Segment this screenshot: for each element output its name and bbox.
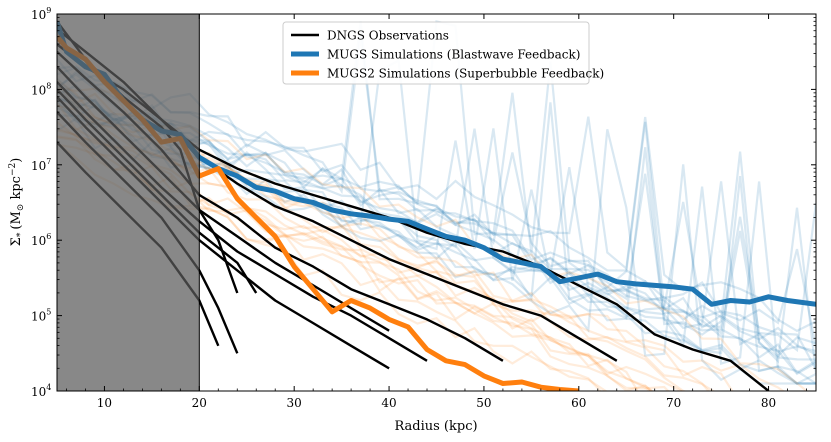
y-axis-label: Σ* (M⊙ kpc−2): [8, 158, 26, 247]
ylabel-exponent: −2: [8, 163, 18, 176]
y-tick-label: 105: [31, 308, 51, 324]
legend-label: MUGS2 Simulations (Superbubble Feedback): [327, 67, 604, 81]
legend-label: MUGS Simulations (Blastwave Feedback): [327, 48, 580, 62]
shaded-inner-region: [57, 14, 200, 391]
x-tick-label: 50: [476, 396, 491, 410]
x-axis-label: Radius (kpc): [394, 419, 477, 434]
ylabel-units-close: ): [9, 158, 24, 163]
y-tick-label: 106: [31, 232, 51, 248]
legend-label: DNGS Observations: [327, 29, 449, 43]
y-tick-label: 108: [31, 81, 51, 97]
x-tick-label: 30: [287, 396, 302, 410]
legend-box: [282, 21, 590, 85]
x-tick-label: 80: [761, 396, 776, 410]
y-tick-label: 104: [31, 383, 51, 399]
y-tick-label: 107: [31, 157, 51, 173]
ylabel-units-open: (M: [9, 211, 24, 229]
ylabel-sun-symbol: ⊙: [16, 204, 26, 212]
x-tick-label: 40: [381, 396, 396, 410]
x-tick-label: 10: [97, 396, 112, 410]
x-tick-label: 70: [666, 396, 681, 410]
x-tick-label: 60: [571, 396, 586, 410]
axes-frame: [56, 13, 817, 392]
x-tick-label: 20: [192, 396, 207, 410]
ylabel-subscript: *: [16, 232, 26, 237]
legend: DNGS Observations MUGS Simulations (Blast…: [282, 21, 604, 85]
y-tick-label: 109: [31, 6, 51, 22]
ylabel-kpc: kpc: [9, 176, 24, 204]
ylabel-sigma: Σ: [9, 237, 24, 246]
